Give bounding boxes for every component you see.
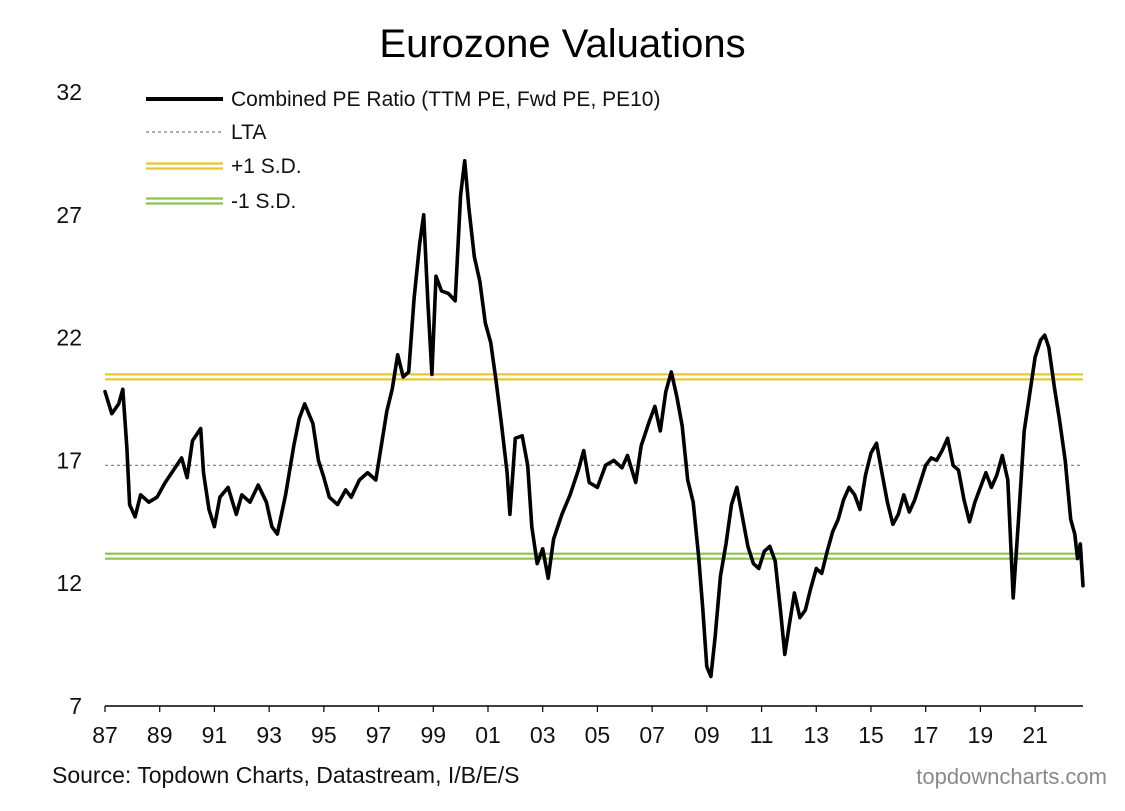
series-layer: [103, 159, 1085, 679]
x-tick-label: 89: [147, 722, 173, 748]
y-tick-label: 12: [56, 570, 82, 596]
x-tick-label: 17: [913, 722, 939, 748]
chart-title: Eurozone Valuations: [379, 22, 746, 66]
y-tick-label: 17: [56, 447, 82, 473]
x-tick-label: 01: [475, 722, 501, 748]
x-tick-label: 93: [256, 722, 282, 748]
legend-label: +1 S.D.: [231, 155, 302, 178]
x-tick-label: 09: [694, 722, 720, 748]
legend-label: LTA: [231, 121, 266, 144]
x-tick-label: 03: [530, 722, 556, 748]
legend-label: -1 S.D.: [231, 190, 296, 213]
y-tick-label: 27: [56, 202, 82, 228]
y-tick-label: 7: [69, 693, 82, 719]
x-tick-label: 99: [420, 722, 446, 748]
x-tick-label: 07: [639, 722, 665, 748]
legend: Combined PE Ratio (TTM PE, Fwd PE, PE10)…: [146, 88, 660, 213]
x-axis-ticks: 87 89 91 93 95 97 99 01 03 05 07 09 11 13 15 17 19 21: [92, 706, 1048, 748]
x-tick-label: 91: [202, 722, 228, 748]
pe-ratio-series-line: [103, 159, 1085, 679]
x-tick-label: 97: [366, 722, 392, 748]
watermark: topdowncharts.com: [916, 764, 1107, 789]
y-tick-label: 32: [56, 79, 82, 105]
x-tick-label: 15: [858, 722, 884, 748]
y-tick-label: 22: [56, 325, 82, 351]
y-axis-ticks: 7 12 17 22 27 32: [56, 79, 82, 719]
x-tick-label: 13: [803, 722, 829, 748]
x-tick-label: 05: [585, 722, 611, 748]
source-note: Source: Topdown Charts, Datastream, I/B/…: [52, 762, 520, 788]
x-tick-label: 21: [1022, 722, 1048, 748]
x-tick-label: 11: [750, 722, 774, 748]
x-tick-label: 95: [311, 722, 337, 748]
legend-label: Combined PE Ratio (TTM PE, Fwd PE, PE10): [231, 88, 660, 111]
x-tick-label: 19: [968, 722, 994, 748]
x-tick-label: 87: [92, 722, 118, 748]
reference-lines: [105, 373, 1083, 560]
